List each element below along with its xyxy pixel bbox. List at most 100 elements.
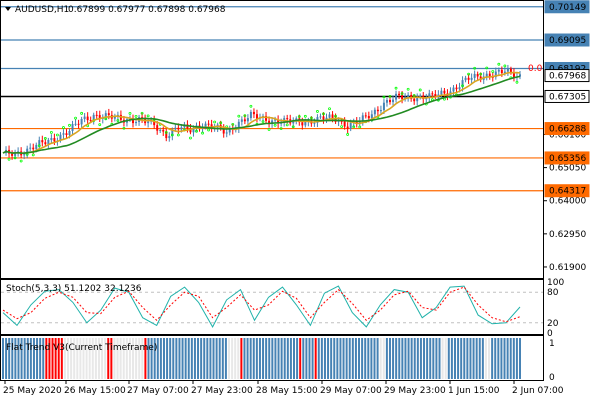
time-tick-label: 27 May 23:00 (191, 386, 253, 396)
flat-trend-bar (8, 338, 11, 379)
flat-trend-bar (277, 338, 280, 379)
flat-trend-bar (358, 338, 361, 379)
time-tick-label: 29 May 07:00 (320, 386, 382, 396)
flat-trend-bar (218, 338, 221, 379)
psar-dot (328, 107, 331, 111)
candle-body (349, 122, 352, 129)
flat-trend-bar (426, 338, 429, 379)
time-tick-label: 1 Jun 15:00 (448, 386, 500, 396)
flat-trend-bar (113, 338, 116, 379)
candle-body (53, 138, 56, 142)
candle-body (292, 121, 295, 124)
stoch-pane[interactable] (0, 279, 544, 335)
candle-body (249, 111, 252, 119)
flat-trend-bar (348, 338, 351, 379)
candle-body (210, 124, 213, 129)
candle-body (428, 93, 431, 99)
psar-dot (237, 114, 241, 118)
flat-trend-bar (101, 338, 104, 379)
flat-trend-bar (519, 338, 521, 379)
price-tick-label: 0.64000 (549, 197, 586, 207)
flat-trend-bar (488, 338, 491, 379)
psar-dot (418, 88, 422, 92)
candle-body (434, 94, 437, 97)
candle-body (168, 136, 171, 139)
psar-dot (291, 125, 295, 129)
flat-trend-bar (135, 338, 138, 379)
price-tag (544, 33, 590, 47)
price-tag (544, 122, 590, 136)
flat-trend-bar (327, 338, 330, 379)
flat-trend-bar (308, 338, 311, 379)
flat-trend-bar (5, 338, 8, 379)
candle-body (240, 119, 243, 122)
candle-body (80, 119, 83, 125)
candle-body (458, 87, 461, 90)
flat-trend-bar (224, 338, 227, 379)
psar-dot (382, 95, 386, 99)
flat-trend-bar (122, 338, 125, 379)
candle-body (147, 121, 150, 124)
chart-symbol: AUDUSD,H1 (15, 5, 69, 15)
candle-body (207, 123, 210, 125)
psar-dot (140, 111, 144, 115)
time-tick-label: 29 May 23:00 (384, 386, 446, 396)
flat-trend-bar (119, 338, 122, 379)
flat-trend-bar (453, 338, 456, 379)
collapse-triangle-icon[interactable] (5, 7, 11, 11)
flat-trend-bar (147, 338, 150, 379)
flat-trend-bar (141, 338, 144, 379)
candle-body (41, 140, 44, 143)
flat-trend-bar (60, 338, 63, 379)
candle-body (95, 114, 98, 116)
candle-body (243, 119, 246, 122)
candle-body (92, 114, 95, 121)
psar-dot (122, 126, 126, 130)
flat-trend-bar (450, 338, 453, 379)
flat-trend-bar (67, 338, 70, 379)
candle-body (461, 80, 464, 88)
candle-body (132, 119, 135, 124)
psar-dot (261, 120, 265, 124)
price-tag-label: 0.70149 (549, 3, 586, 13)
psar-dot (231, 122, 235, 126)
candle-body (177, 127, 180, 130)
flat-trend-bar (14, 338, 17, 379)
flat-trend-bar (246, 338, 249, 379)
candle-body (395, 93, 398, 100)
ma-slow-line (2, 75, 521, 155)
flat-trend-bar (354, 338, 357, 379)
flat-trend-bar (249, 338, 252, 379)
flat-trend-bar (234, 338, 237, 379)
psar-dot (322, 112, 325, 116)
price-pane[interactable] (0, 0, 544, 279)
flat-trend-bar (299, 338, 302, 379)
candle-body (512, 72, 515, 78)
psar-dot (49, 130, 53, 134)
flat-trend-bars (2, 338, 521, 379)
candle-body (174, 127, 177, 130)
flat-trend-bar (125, 338, 128, 379)
flat-trend-bar (463, 338, 466, 379)
candle-body (71, 124, 74, 131)
candle-body (222, 128, 225, 134)
psar-dot (285, 123, 289, 127)
candle-body (65, 133, 68, 136)
flat-trend-bar (429, 338, 432, 379)
flat-trend-bar (162, 338, 165, 379)
candle-body (74, 123, 77, 125)
candle-body (271, 120, 274, 124)
flat-trend-bar (392, 338, 395, 379)
candle-body (370, 114, 373, 119)
flat-trend-bar (258, 338, 261, 379)
psar-dot (491, 70, 495, 73)
candle-body (23, 154, 26, 156)
candle-body (470, 77, 473, 80)
price-tick-label: 0.61900 (549, 263, 586, 273)
candle-body (313, 122, 316, 124)
candle-body (398, 93, 401, 96)
flat-trend-bar (197, 338, 200, 379)
stoch-level-label: 0 (547, 329, 553, 339)
psar-dot (170, 133, 174, 137)
